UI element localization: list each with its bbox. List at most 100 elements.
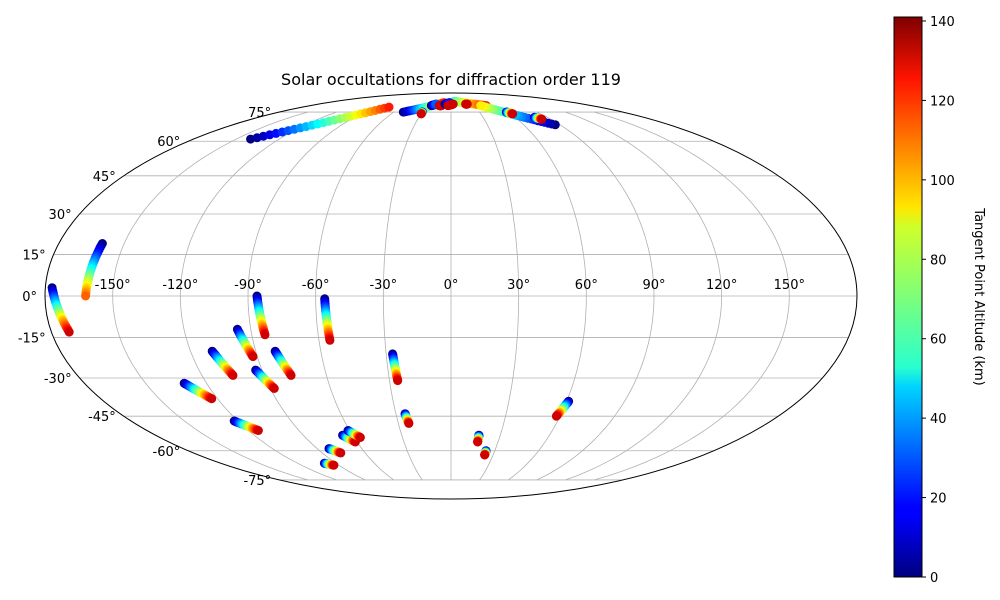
latitude-tick-label: -15° (18, 332, 46, 347)
data-point (253, 426, 263, 435)
data-point (393, 376, 403, 386)
latitude-tick-label: -45° (88, 410, 116, 425)
longitude-tick-label: -150° (95, 278, 131, 293)
occultation-track (246, 102, 394, 144)
data-point (480, 450, 490, 460)
latitude-tick-label: 30° (49, 208, 72, 223)
longitude-tick-label: -30° (369, 278, 397, 293)
meridian-gridline (508, 111, 587, 481)
data-point (260, 330, 270, 340)
occultation-track (551, 396, 574, 421)
data-point (329, 460, 339, 470)
occultation-track (270, 346, 296, 380)
meridian-gridline (479, 111, 520, 481)
occultation-track (319, 458, 339, 470)
longitude-tick-label: 60° (575, 278, 598, 293)
latitude-tick-label: 15° (23, 248, 46, 263)
occultation-track (501, 107, 518, 119)
data-point (473, 437, 483, 447)
colorbar-tick-label: 80 (930, 253, 947, 268)
occultation-track (530, 112, 547, 124)
colorbar-tick-label: 100 (930, 174, 955, 189)
latitude-tick-label: -75° (243, 474, 271, 489)
data-point (336, 448, 346, 458)
meridian-gridline (382, 111, 423, 481)
occultation-track (476, 101, 560, 130)
meridian-gridline (112, 111, 308, 481)
occultation-track (47, 283, 74, 337)
longitude-tick-label: -90° (234, 278, 262, 293)
occultation-track (343, 426, 365, 442)
graticule (45, 111, 857, 481)
data-point (508, 109, 518, 119)
chart-title: Solar occultations for diffraction order… (281, 70, 621, 89)
data-point (248, 352, 258, 362)
latitude-tick-label: 75° (248, 106, 271, 121)
meridian-gridline (565, 111, 723, 481)
occultation-track (473, 430, 484, 447)
data-point (325, 335, 335, 345)
data-point (416, 109, 426, 119)
data-point (476, 101, 486, 111)
longitude-tick-label: -60° (302, 278, 330, 293)
data-point (355, 433, 365, 442)
occultation-track (320, 294, 335, 345)
data-point (64, 327, 74, 337)
data-point (228, 370, 238, 380)
colorbar-tick-label: 40 (930, 412, 947, 427)
colorbar-tick-label: 60 (930, 333, 947, 348)
longitude-tick-label: 120° (706, 278, 737, 293)
occultation-track (480, 446, 491, 460)
occultation-track (416, 107, 427, 119)
map-boundary (44, 92, 858, 500)
latitude-tick-label: -60° (153, 445, 181, 460)
longitude-tick-label: 90° (642, 278, 665, 293)
latitude-tick-label: 60° (157, 135, 180, 150)
colorbar-tick-label: 0 (930, 571, 938, 586)
latitude-tick-label: -30° (44, 372, 72, 387)
data-point (462, 99, 472, 109)
meridian-gridline (536, 111, 655, 481)
longitude-tick-label: 0° (444, 278, 459, 293)
occultation-track (400, 409, 414, 428)
data-point (551, 411, 561, 421)
colorbar-ticks: 0 20 40 60 80 100 120 140 (922, 15, 955, 586)
colorbar-tick-label: 120 (930, 94, 955, 109)
occultation-track (251, 365, 279, 393)
occultation-track (443, 99, 458, 111)
occultation-track (461, 99, 472, 109)
latitude-tick-labels: 75° 60° 45° 30° 15° 0° -15° -30° -45° -60° -75° (18, 106, 271, 489)
data-point (81, 291, 91, 301)
latitude-tick-label: 0° (22, 290, 37, 305)
occultation-track (252, 291, 270, 340)
data-points (47, 96, 574, 470)
data-point (404, 418, 414, 428)
longitude-tick-label: -120° (162, 278, 198, 293)
occultation-track (324, 444, 346, 458)
data-point (537, 114, 547, 124)
colorbar: 0 20 40 60 80 100 120 140 Tangent Point Altitud… (893, 15, 986, 586)
longitude-tick-labels: -150° -120° -90° -60° -30° 0° 30° 60° 90° 120° 150… (95, 278, 805, 293)
data-point (384, 102, 394, 112)
longitude-tick-label: 30° (507, 278, 530, 293)
data-point (448, 99, 458, 109)
occultation-track (232, 324, 258, 362)
occultation-track (179, 378, 217, 404)
data-point (269, 384, 279, 393)
colorbar-tick-label: 20 (930, 492, 947, 507)
colorbar-tick-label: 140 (930, 15, 955, 30)
data-point (286, 370, 296, 380)
data-point (207, 394, 217, 404)
map-area: -150° -120° -90° -60° -30° 0° 30° 60° 90° 120° 150… (18, 92, 858, 500)
latitude-tick-label: 45° (93, 170, 116, 185)
occultation-track (81, 239, 107, 301)
longitude-tick-label: 150° (774, 278, 805, 293)
meridian-gridline (594, 111, 790, 481)
colorbar-gradient (893, 16, 923, 578)
occultation-track (229, 416, 263, 435)
meridian-gridline (247, 111, 366, 481)
occultation-track (207, 346, 238, 380)
occultation-track (388, 349, 403, 386)
colorbar-label: Tangent Point Altitude (km) (971, 207, 986, 385)
